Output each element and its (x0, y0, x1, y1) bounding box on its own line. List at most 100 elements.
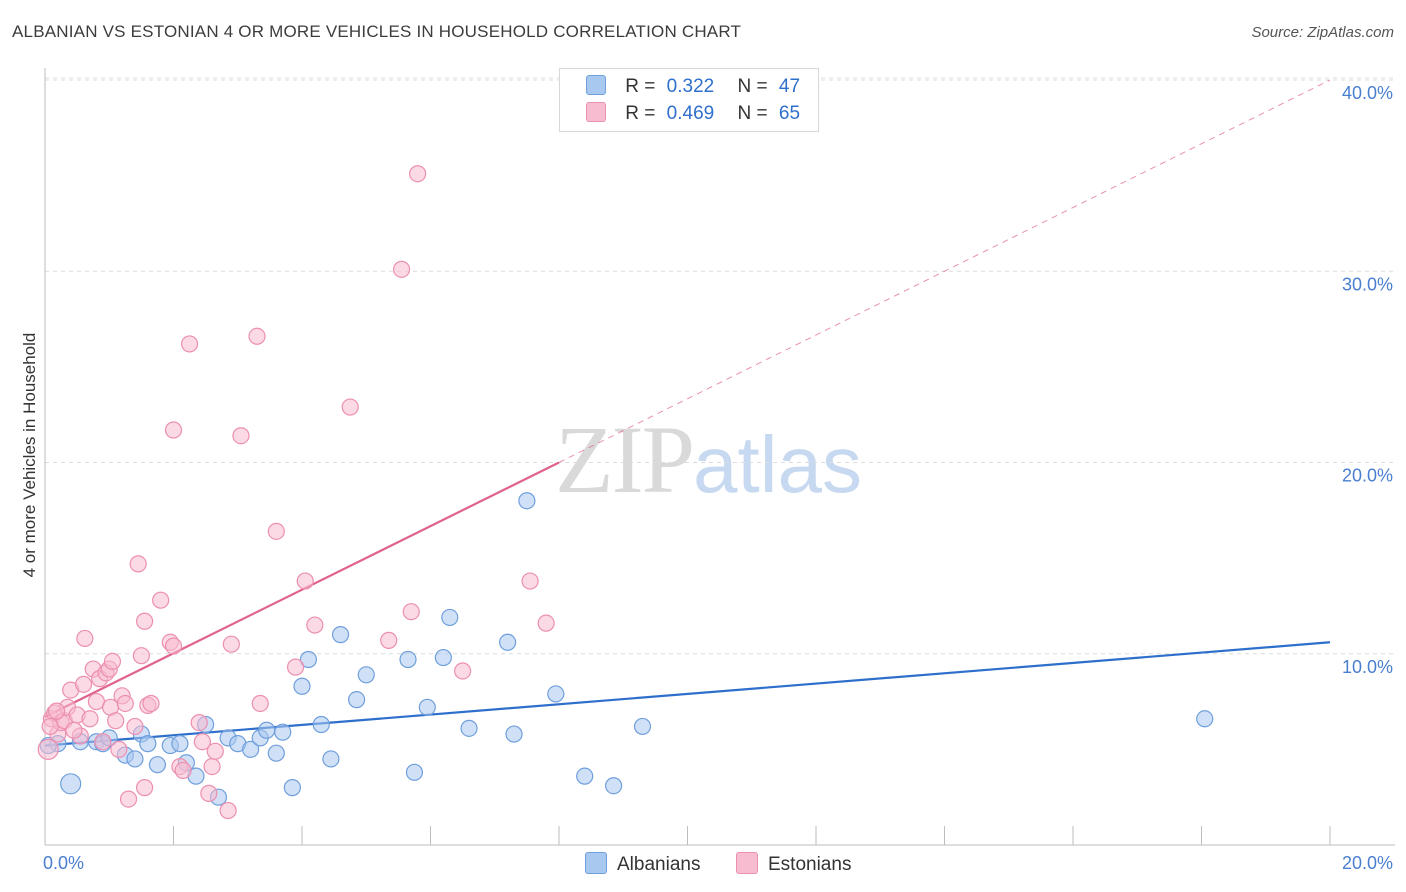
estonian-point (380, 631, 398, 649)
legend-r-label: R = (625, 76, 656, 97)
estonian-point (129, 555, 147, 573)
estonian-point (392, 260, 411, 278)
estonian-swatch (586, 102, 606, 122)
legend-row-estonians: R = 0.469 N = 65 (586, 102, 800, 126)
y-tick-label: 30.0% (1342, 274, 1393, 294)
legend-n-value: 47 (778, 76, 801, 97)
albanian-point (1196, 710, 1214, 728)
albanian-point (139, 735, 157, 753)
y-tick-label: 10.0% (1342, 657, 1393, 677)
estonian-point (521, 572, 539, 590)
legend-n-label: N = (737, 76, 768, 97)
albanian-point (299, 650, 318, 669)
legend-n-label: N = (737, 103, 768, 124)
y-tick-label: 20.0% (1342, 466, 1393, 486)
legend-label-estonians: Estonians (768, 854, 852, 875)
estonian-point (65, 721, 83, 739)
albanian-point (399, 650, 417, 669)
albanian-point (434, 648, 452, 667)
estonian-point (74, 675, 93, 693)
albanian-point (348, 691, 366, 709)
point-layer (37, 165, 1214, 820)
estonian-point (37, 738, 59, 760)
estonian-point (286, 658, 305, 676)
estonian-point (222, 635, 240, 653)
legend-item-estonians[interactable]: Estonians (736, 852, 851, 876)
estonian-point (200, 784, 218, 802)
estonian-point (116, 694, 134, 713)
estonian-point (94, 733, 112, 751)
chart-title: ALBANIAN VS ESTONIAN 4 OR MORE VEHICLES … (12, 22, 742, 41)
trend-line-estonians (44, 461, 560, 718)
estonian-point (193, 733, 212, 751)
estonian-point (132, 647, 150, 665)
estonian-point (142, 694, 160, 713)
legend-r-label: R = (625, 103, 656, 124)
estonian-point (296, 572, 314, 590)
estonian-swatch (736, 852, 758, 874)
albanian-point (547, 685, 565, 703)
estonian-point (409, 165, 427, 183)
estonian-point (119, 790, 138, 808)
estonian-point (103, 652, 122, 671)
tick-layer: 10.0% 20.0% 30.0% 40.0% 0.0% 20.0% (43, 83, 1393, 873)
estonian-point (248, 327, 266, 345)
albanian-swatch (586, 75, 606, 95)
estonian-point (206, 742, 224, 760)
albanian-point (460, 719, 478, 737)
albanian-point (331, 626, 350, 644)
albanian-point (322, 750, 340, 768)
x-tick-label: 0.0% (43, 853, 84, 873)
estonian-point (341, 398, 359, 416)
estonian-point (306, 616, 324, 634)
albanian-point (242, 740, 260, 758)
estonian-point (41, 717, 59, 736)
watermark-atlas: atlas (693, 420, 862, 509)
albanian-point (499, 633, 517, 651)
estonian-point (251, 694, 269, 713)
estonian-point (164, 637, 183, 655)
estonian-point (152, 591, 170, 609)
estonian-point (219, 801, 237, 820)
watermark-zip: ZIP (555, 406, 695, 513)
albanian-point (148, 756, 167, 774)
grid-layer (45, 77, 1395, 655)
estonian-point (164, 421, 183, 439)
estonian-point (180, 335, 199, 353)
legend-row-albanians: R = 0.322 N = 47 (586, 75, 800, 99)
estonian-point (135, 779, 154, 797)
estonian-point (232, 427, 250, 445)
source-credit: Source: ZipAtlas.com (1251, 24, 1394, 41)
legend-r-value: 0.469 (666, 103, 715, 124)
estonian-point (135, 612, 154, 630)
albanian-point (171, 735, 189, 753)
estonian-point (110, 740, 128, 758)
albanian-point (274, 723, 292, 741)
albanian-point (633, 717, 652, 736)
albanian-point (505, 725, 523, 743)
legend-item-albanians[interactable]: Albanians (585, 852, 700, 876)
albanian-point (441, 608, 459, 627)
albanian-point (60, 773, 82, 795)
albanian-point (418, 698, 436, 716)
estonian-point (174, 761, 192, 780)
albanian-point (357, 666, 375, 684)
legend-label-albanians: Albanians (617, 854, 701, 875)
y-tick-label: 40.0% (1342, 83, 1393, 103)
estonian-point (81, 710, 99, 728)
albanian-point (576, 767, 594, 785)
watermark: ZIPatlas (555, 404, 862, 515)
albanian-point (405, 763, 424, 781)
trend-line-albanians (44, 641, 1331, 747)
estonian-point (47, 702, 66, 720)
albanian-point (267, 744, 285, 762)
albanian-point (283, 779, 301, 797)
estonian-point (190, 713, 208, 732)
estonian-point (454, 662, 472, 680)
x-tick-label: 20.0% (1342, 853, 1393, 873)
estonian-point (203, 757, 221, 776)
albanian-point (258, 721, 276, 739)
albanian-point (126, 750, 144, 768)
estonian-point (126, 717, 144, 736)
